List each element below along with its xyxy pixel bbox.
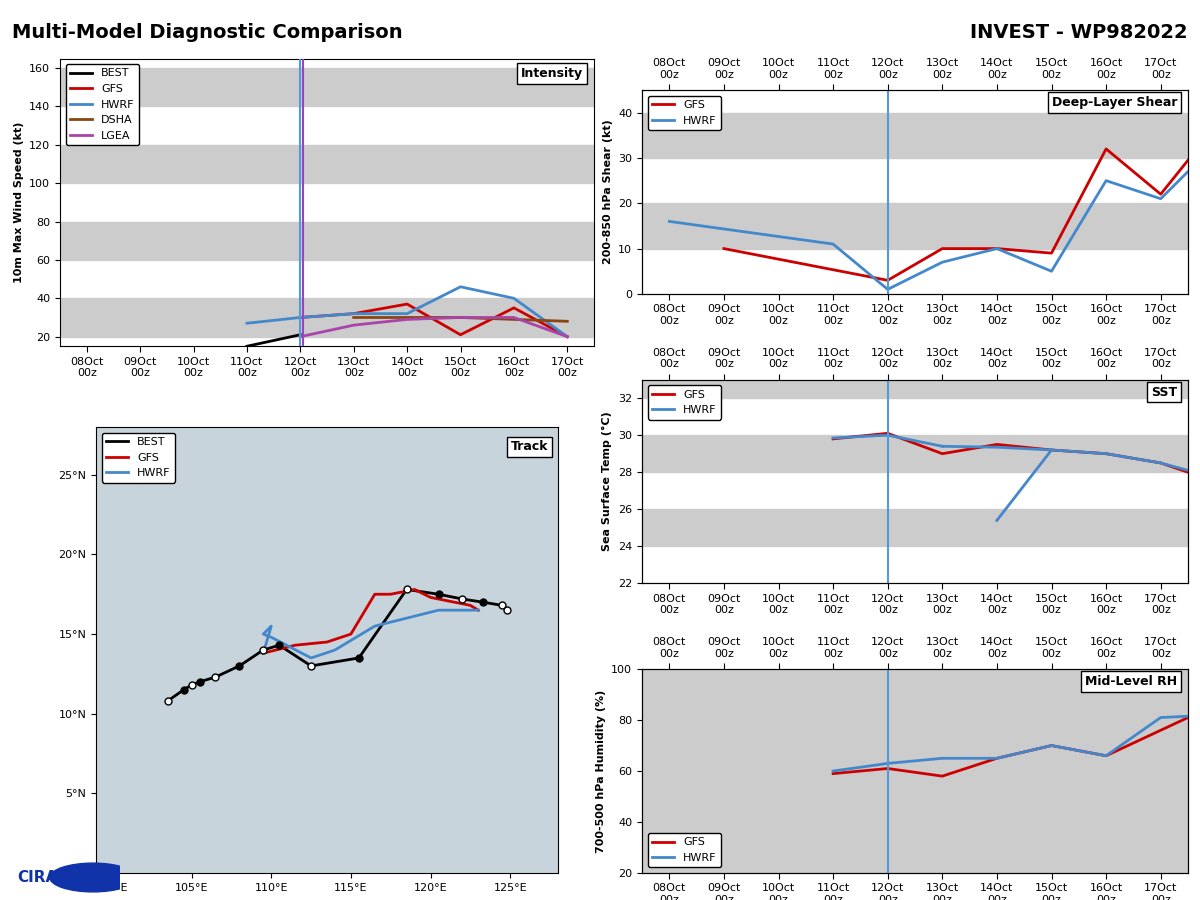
Bar [642, 112, 1188, 158]
Text: Deep-Layer Shear: Deep-Layer Shear [1051, 96, 1177, 109]
Text: Multi-Model Diagnostic Comparison: Multi-Model Diagnostic Comparison [12, 22, 403, 41]
Bar [60, 221, 594, 260]
Legend: GFS, HWRF: GFS, HWRF [648, 95, 721, 130]
Circle shape [49, 863, 137, 892]
Bar [642, 618, 1188, 669]
Text: CIRA: CIRA [17, 870, 58, 885]
Text: INVEST - WP982022: INVEST - WP982022 [971, 22, 1188, 41]
Bar [642, 509, 1188, 546]
Bar [642, 203, 1188, 248]
Bar [642, 822, 1188, 873]
Bar [642, 669, 1188, 720]
Bar [60, 298, 594, 337]
Bar [642, 771, 1188, 822]
Legend: GFS, HWRF: GFS, HWRF [648, 385, 721, 419]
Legend: BEST, GFS, HWRF, DSHA, LGEA: BEST, GFS, HWRF, DSHA, LGEA [66, 64, 139, 145]
Y-axis label: Sea Surface Temp (°C): Sea Surface Temp (°C) [602, 411, 612, 552]
Text: Intensity: Intensity [521, 68, 583, 80]
Bar [60, 68, 594, 106]
Text: Mid-Level RH: Mid-Level RH [1085, 675, 1177, 688]
Text: SST: SST [1151, 386, 1177, 399]
Y-axis label: 700-500 hPa Humidity (%): 700-500 hPa Humidity (%) [595, 689, 606, 852]
Bar [60, 145, 594, 184]
Legend: BEST, GFS, HWRF: BEST, GFS, HWRF [102, 433, 175, 482]
Bar [642, 720, 1188, 771]
Y-axis label: 10m Max Wind Speed (kt): 10m Max Wind Speed (kt) [13, 122, 24, 284]
Y-axis label: 200-850 hPa Shear (kt): 200-850 hPa Shear (kt) [602, 120, 612, 265]
Legend: GFS, HWRF: GFS, HWRF [648, 833, 721, 868]
Bar [642, 361, 1188, 398]
Text: Track: Track [511, 440, 548, 454]
Bar [642, 436, 1188, 472]
